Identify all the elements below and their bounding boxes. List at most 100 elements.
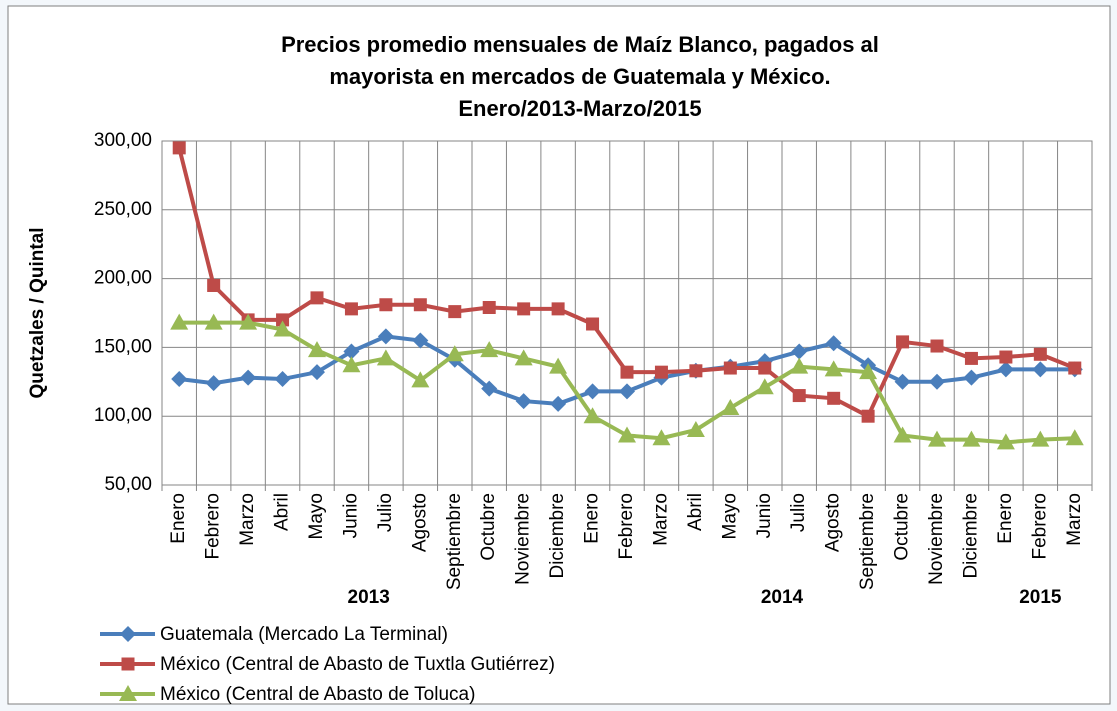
x-tick-label: Diciembre [960,493,981,579]
x-tick-label: Febrero [616,493,637,560]
x-tick-label: Abril [272,493,293,531]
marker [825,335,842,352]
marker [792,389,806,403]
marker [654,365,668,379]
x-tick-label: Junio [754,493,775,538]
x-tick-label: Marzo [1064,493,1085,546]
marker [413,298,427,312]
x-tick-label: Julio [375,493,396,532]
y-tick-label: 300,00 [94,130,152,151]
marker [551,302,565,316]
x-tick-label: Noviembre [513,493,534,585]
marker [996,433,1015,450]
marker [963,369,980,386]
marker [1031,430,1050,447]
y-tick-label: 200,00 [94,268,152,289]
marker [239,313,258,330]
marker [308,341,326,358]
y-tick-label: 150,00 [94,336,152,357]
marker [928,430,946,447]
marker [376,349,395,366]
marker [207,278,221,292]
legend-label: Guatemala (Mercado La Terminal) [160,624,448,645]
y-axis-label: Quetzales / Quintal [27,227,48,398]
x-tick-label: Agosto [409,493,430,552]
x-tick-label: Enero [168,493,189,544]
marker [861,409,875,423]
marker [273,320,292,337]
marker [619,383,635,400]
marker [929,373,945,390]
y-tick-label: 250,00 [94,199,152,220]
marker [343,343,360,360]
marker [584,383,601,400]
marker [964,351,978,365]
marker [344,302,358,316]
marker [1065,429,1084,446]
marker [411,371,430,388]
marker [204,313,223,330]
marker [482,300,496,314]
marker [342,356,361,373]
marker [1068,361,1082,375]
marker [896,335,910,349]
x-tick-label: Marzo [650,493,671,546]
marker [827,391,841,405]
marker [549,357,568,374]
marker [481,380,498,397]
marker [962,430,981,447]
marker [379,298,393,312]
x-tick-label: Marzo [237,493,258,546]
marker [514,349,533,366]
marker [689,364,703,378]
marker [448,305,462,319]
marker [377,328,394,345]
x-tick-label: Agosto [823,493,844,552]
legend-label: México (Central de Abasto de Toluca) [160,684,475,705]
x-tick-label: Febrero [1029,493,1050,560]
marker [310,291,324,305]
marker [515,393,532,410]
marker [170,313,189,330]
marker [517,302,531,316]
marker [1033,347,1047,361]
marker [171,371,188,388]
x-tick-label: Octubre [892,493,913,561]
x-tick-label: Septiembre [857,493,878,590]
year-label: 2014 [761,587,804,608]
marker [652,429,671,446]
year-label: 2015 [1019,587,1062,608]
x-tick-label: Enero [995,493,1016,544]
marker [999,350,1013,364]
marker [790,357,809,374]
marker [276,313,290,327]
x-tick-label: Julio [788,493,809,532]
legend-label: México (Central de Abasto de Tuxtla Guti… [160,654,555,675]
marker [755,378,774,395]
chart-title: Enero/2013-Marzo/2015 [458,96,701,121]
marker [620,365,634,379]
marker [121,657,135,671]
x-tick-label: Mayo [719,493,740,539]
marker [309,364,325,381]
chart-title: Precios promedio mensuales de Maíz Blanc… [281,32,879,57]
x-tick-label: Diciembre [547,493,568,579]
marker [274,371,291,388]
marker [686,420,705,437]
marker [721,398,740,415]
marker [859,363,878,380]
marker [758,361,772,375]
marker [583,407,602,424]
marker [120,626,136,642]
marker [172,141,186,155]
x-tick-label: Abril [685,493,706,531]
chart-title: mayorista en mercados de Guatemala y Méx… [329,64,830,89]
x-tick-label: Junio [340,493,361,538]
marker [550,395,567,412]
marker [723,361,737,375]
marker [412,332,429,349]
year-label: 2013 [348,587,390,608]
marker [893,426,912,443]
x-tick-label: Febrero [203,493,224,560]
